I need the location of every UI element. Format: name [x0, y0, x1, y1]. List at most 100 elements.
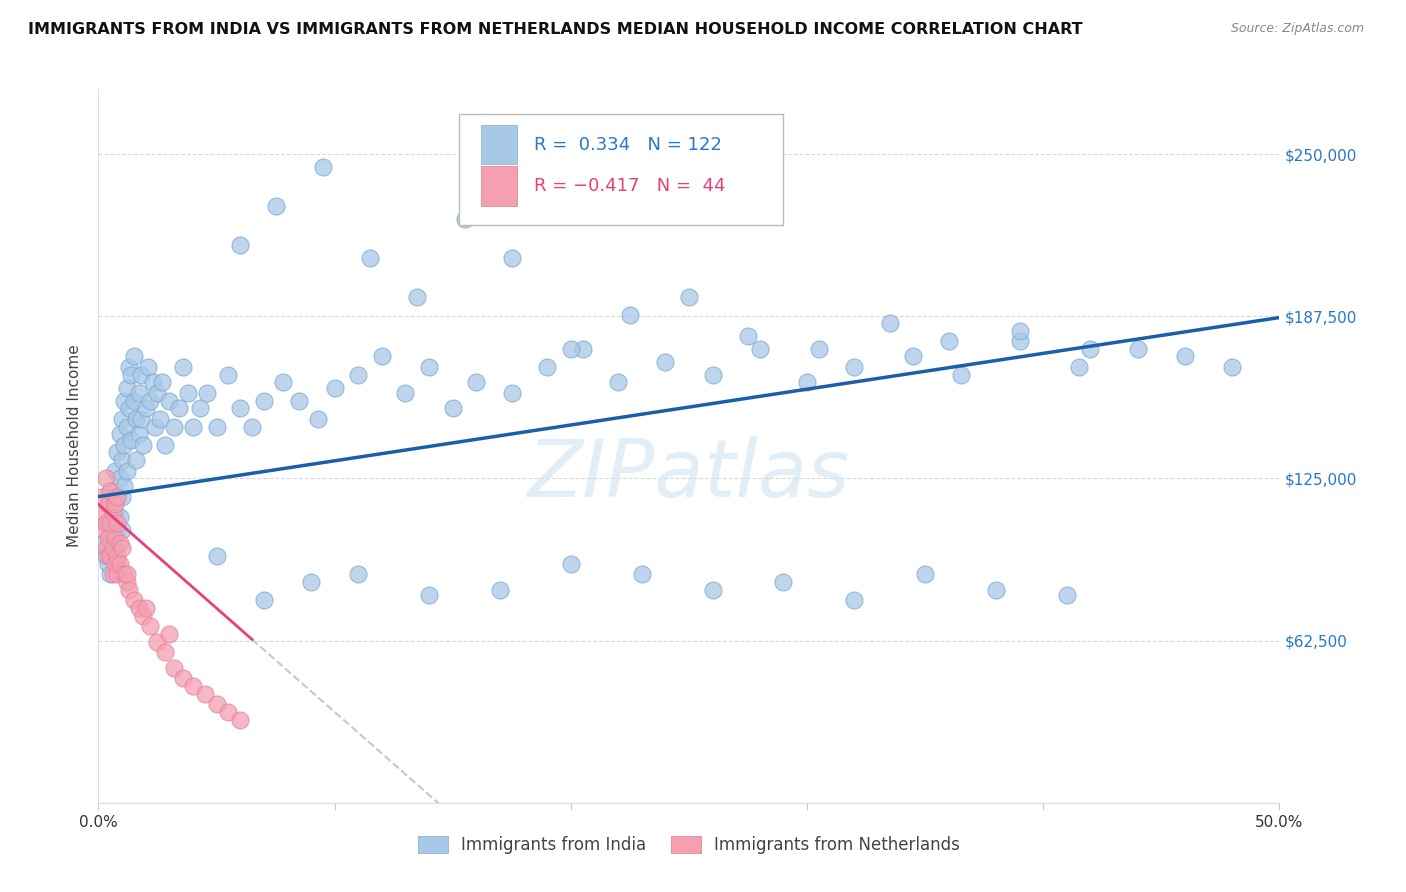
Point: [654, 354, 676, 368]
Point: [104, 531, 127, 545]
Point: [125, 411, 148, 425]
Point: [630, 567, 652, 582]
Point: [105, 490, 128, 504]
Point: [737, 328, 759, 343]
Point: [129, 411, 152, 425]
Point: [453, 211, 475, 226]
Point: [678, 290, 700, 304]
Point: [299, 575, 322, 590]
Point: [128, 385, 150, 400]
Point: [115, 567, 138, 582]
Point: [101, 549, 124, 564]
Point: [307, 411, 329, 425]
Point: [91, 536, 114, 550]
Point: [105, 567, 128, 582]
Point: [157, 627, 180, 641]
Point: [879, 316, 901, 330]
Point: [97, 549, 120, 564]
Point: [347, 567, 370, 582]
Point: [217, 368, 239, 382]
Point: [748, 342, 770, 356]
Point: [702, 582, 724, 597]
Point: [153, 438, 176, 452]
Point: [465, 376, 488, 390]
Point: [406, 290, 429, 304]
Point: [108, 510, 131, 524]
Point: [312, 160, 335, 174]
Point: [796, 376, 818, 390]
Y-axis label: Median Household Income: Median Household Income: [67, 344, 83, 548]
Point: [108, 471, 131, 485]
Text: R = −0.417   N =  44: R = −0.417 N = 44: [534, 177, 725, 194]
FancyBboxPatch shape: [481, 166, 516, 205]
Point: [394, 385, 416, 400]
Point: [142, 376, 165, 390]
Point: [122, 350, 145, 364]
Point: [253, 593, 276, 607]
Point: [139, 619, 162, 633]
Point: [94, 549, 117, 564]
Point: [122, 393, 145, 408]
Point: [98, 531, 121, 545]
Point: [177, 385, 200, 400]
Point: [157, 393, 180, 408]
Point: [217, 705, 239, 719]
Point: [205, 549, 228, 564]
Point: [702, 368, 724, 382]
Point: [371, 350, 394, 364]
Point: [501, 251, 523, 265]
Point: [101, 567, 124, 582]
Point: [149, 411, 172, 425]
Point: [112, 438, 135, 452]
Point: [441, 401, 464, 416]
Point: [1008, 334, 1031, 348]
Point: [121, 433, 143, 447]
Point: [98, 549, 121, 564]
Point: [105, 516, 128, 530]
Point: [101, 541, 124, 556]
Point: [91, 524, 114, 538]
Point: [229, 238, 252, 252]
Point: [194, 687, 217, 701]
Point: [172, 359, 194, 374]
Point: [323, 381, 346, 395]
Point: [359, 251, 381, 265]
Point: [229, 713, 252, 727]
Point: [205, 697, 228, 711]
Point: [264, 199, 287, 213]
Point: [229, 401, 252, 416]
Point: [1126, 342, 1149, 356]
Point: [347, 368, 370, 382]
Point: [143, 419, 166, 434]
Point: [118, 401, 141, 416]
Point: [108, 536, 131, 550]
Point: [146, 385, 169, 400]
Point: [1067, 359, 1090, 374]
Point: [253, 393, 276, 408]
Point: [807, 342, 830, 356]
Point: [125, 453, 148, 467]
Point: [607, 376, 630, 390]
Point: [132, 438, 155, 452]
Point: [104, 541, 127, 556]
Point: [101, 490, 124, 504]
Point: [181, 419, 204, 434]
Text: ZIPatlas: ZIPatlas: [527, 435, 851, 514]
Point: [101, 505, 124, 519]
Point: [418, 588, 440, 602]
Point: [489, 582, 512, 597]
Point: [94, 516, 117, 530]
Point: [188, 401, 211, 416]
Point: [844, 593, 866, 607]
Point: [536, 359, 558, 374]
Point: [132, 609, 155, 624]
Point: [195, 385, 218, 400]
Point: [115, 464, 138, 478]
Point: [288, 393, 311, 408]
Point: [128, 427, 150, 442]
Point: [97, 497, 120, 511]
Point: [150, 376, 173, 390]
Point: [98, 484, 121, 499]
Point: [240, 419, 263, 434]
Point: [115, 419, 138, 434]
